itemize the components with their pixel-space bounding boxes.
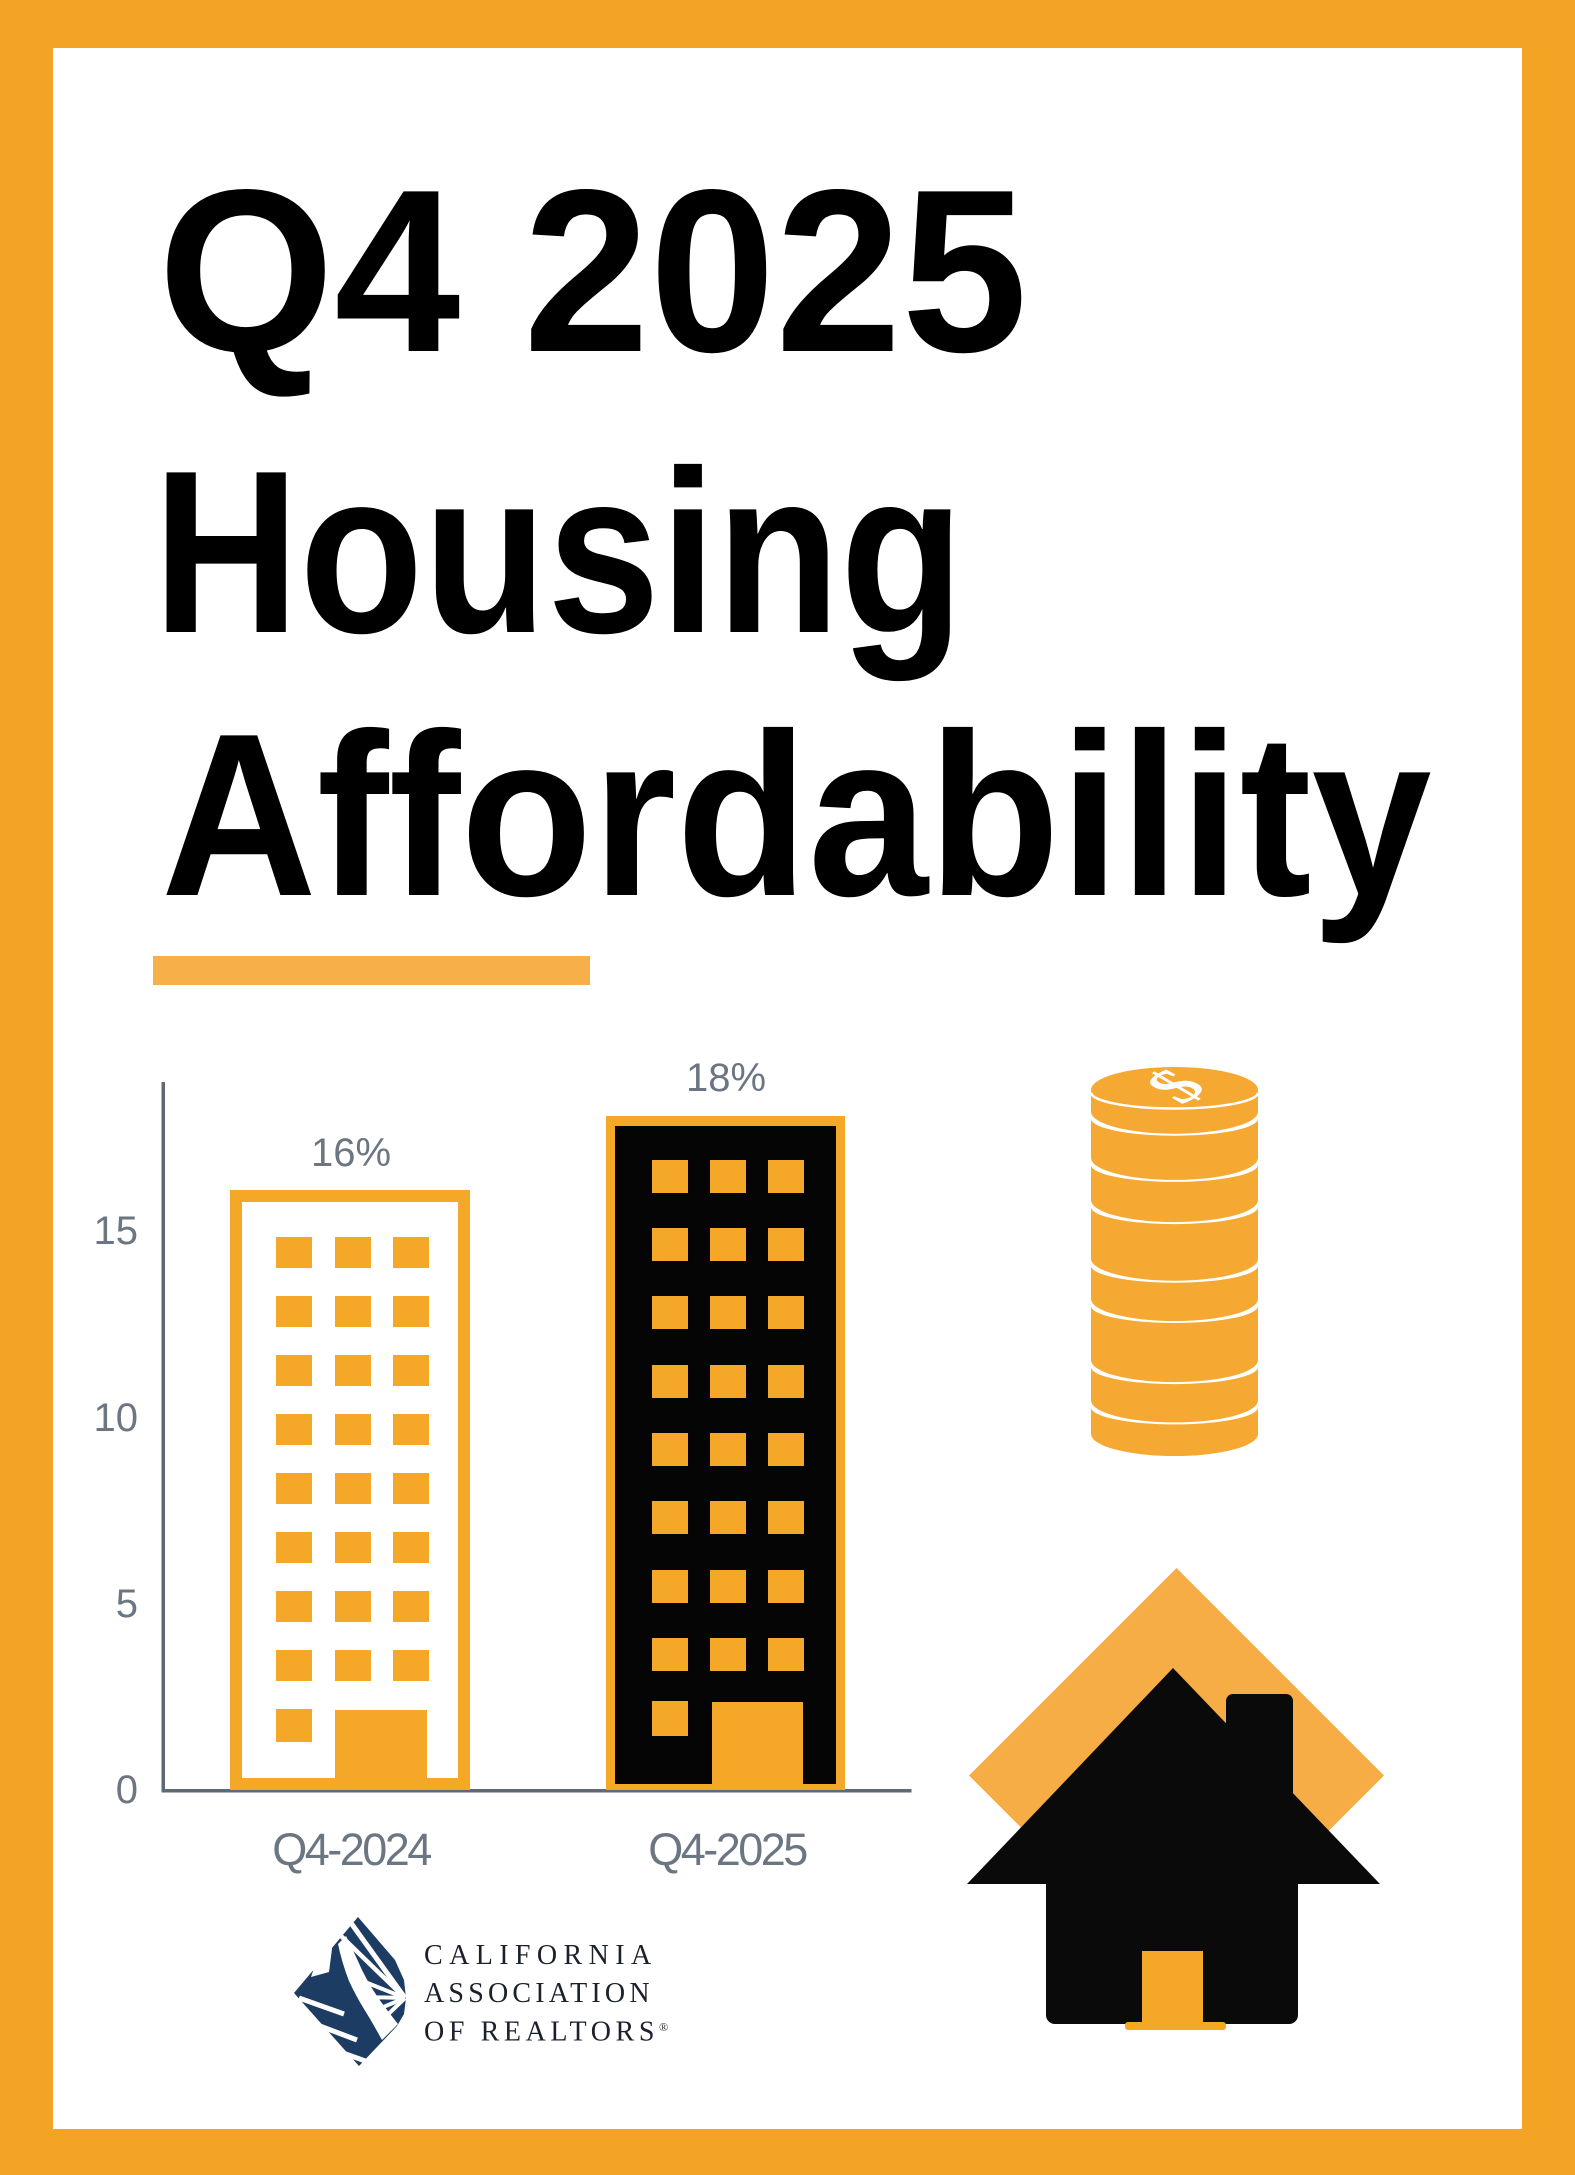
svg-text:CALIFORNIA: CALIFORNIA bbox=[424, 1940, 658, 1971]
svg-text:OF REALTORS: OF REALTORS bbox=[424, 2017, 659, 2048]
svg-text:®: ® bbox=[659, 2020, 668, 2034]
svg-text:ASSOCIATION: ASSOCIATION bbox=[424, 1978, 654, 2009]
